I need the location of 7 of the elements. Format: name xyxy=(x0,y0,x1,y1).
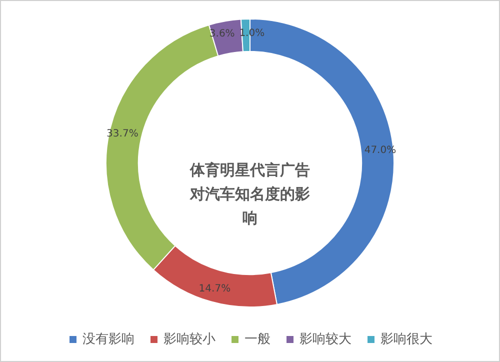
legend-label: 一般 xyxy=(244,332,270,347)
text: 体育明星代言广告对汽车知名度的影响 xyxy=(189,161,310,227)
legend-label: 没有影响 xyxy=(82,332,134,347)
data-label: 14.7% xyxy=(198,283,231,294)
legend-label: 影响较小 xyxy=(164,332,216,347)
legend-label: 影响较大 xyxy=(300,332,352,347)
legend-label: 影响很大 xyxy=(380,332,432,347)
